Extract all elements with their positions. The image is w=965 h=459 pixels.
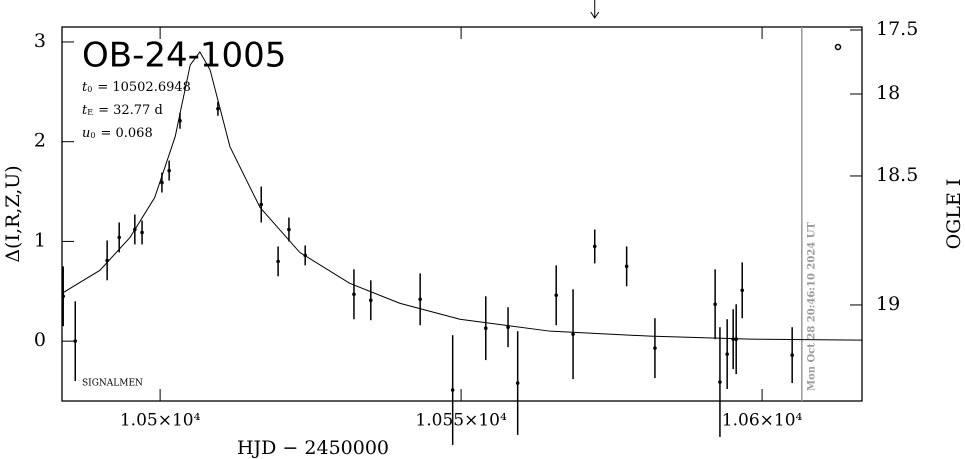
x-tick-label: 1.06×10⁴ [722,411,803,431]
model-curve [61,51,863,341]
data-point [450,388,455,392]
y2-tick-label: 17.5 [876,18,918,40]
data-point [483,326,488,330]
chart-title: OB-24-1005 [82,36,286,76]
data-point [276,259,280,264]
data-point [731,337,735,341]
timestamp: Mon Oct 28 20:46:10 2024 UT [806,222,817,391]
data-point [167,168,171,173]
param-sub: 0 [87,85,92,94]
y-tick-label: 0 [34,329,46,351]
data-point [506,325,510,329]
arrow [590,0,600,19]
data-point [160,180,164,185]
y-tick-label: 1 [34,229,46,251]
x-tick-label: 1.055×10⁴ [415,411,507,431]
param: tE = 32.77 d [82,103,163,118]
y-tick-label: 2 [34,130,46,152]
corner-mark [834,43,842,51]
data-point [352,292,356,297]
data-point [287,227,291,232]
data-point [725,352,729,356]
data-point [515,381,520,385]
x-axis-label: HJD − 2450000 [237,437,389,459]
y2-tick-label: 18.5 [876,164,918,186]
plot-frame [61,26,863,402]
y2-tick-label: 18 [876,82,900,104]
param-sub: E [87,108,93,117]
data-point [73,339,78,343]
data-point [133,227,137,232]
data-point [178,118,182,123]
data-point [61,294,66,299]
param: u0 = 0.068 [82,126,153,141]
data-point [734,337,738,341]
x-tick-label: 1.05×10⁴ [120,411,201,431]
data-point [554,293,559,298]
data-point [713,302,717,307]
data-point [790,353,794,357]
data-point [369,298,373,303]
y-tick-label: 3 [34,30,46,52]
data-point [303,253,307,258]
data-point [740,288,745,293]
y-axis-label: Δ(I,R,Z,U) [2,165,24,262]
param-symbol: u [82,126,90,141]
data-point [117,235,121,240]
param-text: = 10502.6948 [97,80,191,95]
data-point [105,258,109,263]
param-text: = 32.77 d [98,103,163,118]
data-point [259,202,264,207]
data-point [140,230,144,235]
credit: SIGNALMEN [82,379,143,389]
param-symbol: t [82,80,88,95]
data-point [718,380,722,384]
y2-axis-label: OGLE I [943,179,965,250]
param: t0 = 10502.6948 [82,80,191,95]
data-point [653,346,657,350]
data-point [592,244,597,249]
data-point [216,106,220,111]
data-point [624,264,629,269]
param-text: = 0.068 [100,126,152,141]
data-point [571,332,575,336]
data-point [418,297,422,302]
y2-tick-label: 19 [876,293,900,315]
param-sub: 0 [90,131,95,140]
param-symbol: t [82,103,88,118]
